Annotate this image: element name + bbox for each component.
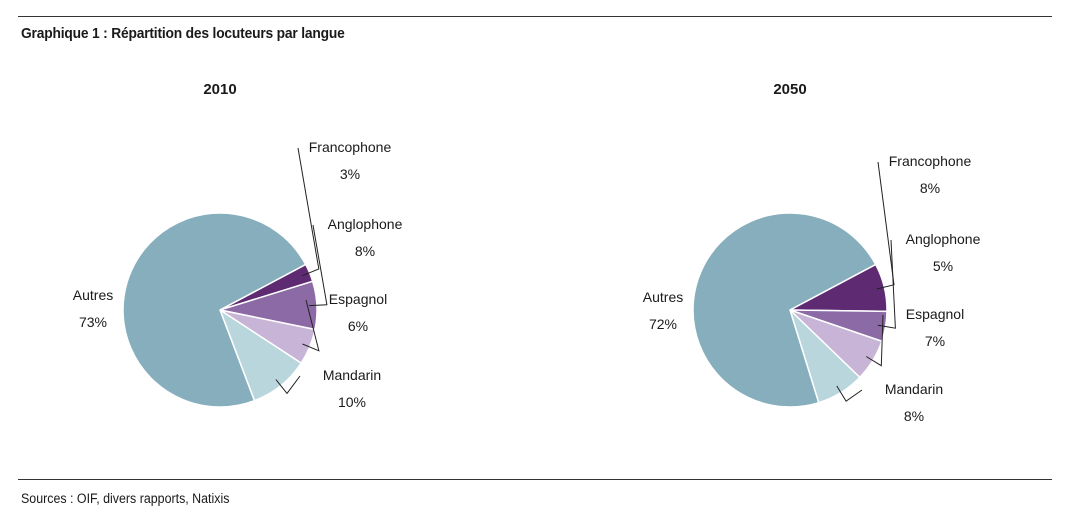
slice-value-anglophone: 8% [355, 243, 375, 259]
slice-value-espagnol: 7% [925, 333, 945, 349]
slice-value-autres: 72% [649, 316, 677, 332]
bottom-rule [18, 479, 1052, 480]
slice-value-anglophone: 5% [933, 258, 953, 274]
slice-label-mandarin: Mandarin [323, 367, 381, 383]
leader-line-francophone [297, 147, 320, 277]
leader-line-espagnol [302, 299, 320, 352]
slice-value-francophone: 8% [920, 180, 940, 196]
leader-line-anglophone [877, 239, 896, 329]
pie-slice-autres [122, 212, 307, 408]
leader-line-espagnol [865, 314, 884, 367]
slice-value-francophone: 3% [340, 166, 360, 182]
slice-label-mandarin: Mandarin [885, 381, 943, 397]
figure-title: Graphique 1 : Répartition des locuteurs … [21, 25, 345, 42]
leader-line-mandarin [275, 375, 301, 395]
pie-slice-autres [692, 212, 877, 408]
leader-line-anglophone [309, 224, 328, 307]
slice-label-francophone: Francophone [309, 139, 392, 155]
leader-line-francophone [876, 161, 895, 290]
slice-value-espagnol: 6% [348, 318, 368, 334]
slice-label-espagnol: Espagnol [906, 306, 964, 322]
pie-chart-2010: 2010 Francophone 3% Anglophone 8% Espagnol 6% M… [73, 81, 403, 410]
top-rule [18, 16, 1052, 17]
slice-label-autres: Autres [73, 287, 113, 303]
leader-line-mandarin [836, 385, 863, 402]
slice-value-mandarin: 8% [904, 408, 924, 424]
slice-label-anglophone: Anglophone [328, 216, 403, 232]
chart-title: 2010 [203, 81, 236, 98]
slice-value-mandarin: 10% [338, 394, 366, 410]
pie-chart-2050: 2050 Francophone 8% Anglophone 5% Espagnol 7% M… [643, 81, 981, 424]
slice-label-francophone: Francophone [889, 153, 972, 169]
slice-label-espagnol: Espagnol [329, 291, 387, 307]
slice-label-autres: Autres [643, 289, 683, 305]
chart-title: 2050 [773, 81, 806, 98]
sources-note: Sources : OIF, divers rapports, Natixis [21, 491, 230, 506]
slice-value-autres: 73% [79, 314, 107, 330]
slice-label-anglophone: Anglophone [906, 231, 981, 247]
